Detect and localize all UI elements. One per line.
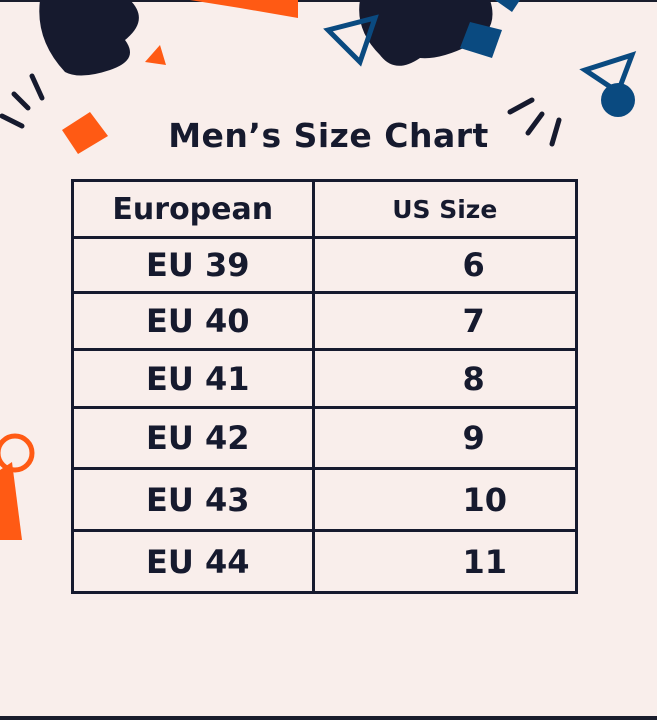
- orange-triangle-small: [145, 45, 166, 65]
- size-table: European US Size EU 39 6 EU 40 7 EU 41 8 EU…: [71, 179, 579, 594]
- us-size: 7: [311, 291, 579, 351]
- orange-shape-top: [190, 0, 298, 18]
- us-size: 9: [311, 406, 579, 470]
- eu-size: EU 40: [71, 291, 315, 351]
- blue-circle: [601, 83, 635, 117]
- left-burst-lines: [0, 73, 45, 129]
- eu-size: EU 44: [71, 529, 315, 594]
- table-row: EU 39 6: [71, 236, 579, 294]
- eu-size: EU 42: [71, 406, 315, 470]
- table-row: EU 42 9: [71, 406, 579, 470]
- blue-triangle-outline: [323, 14, 379, 67]
- us-size: 6: [311, 236, 579, 294]
- bottom-border: [0, 716, 657, 720]
- us-size: 8: [311, 348, 579, 409]
- eu-size: EU 43: [71, 467, 315, 532]
- orange-diamond: [62, 112, 108, 154]
- blue-shape-top: [495, 0, 520, 12]
- header-european: European: [71, 179, 315, 239]
- header-us-size: US Size: [311, 179, 579, 239]
- top-border: [0, 0, 657, 2]
- table-row: EU 40 7: [71, 291, 579, 351]
- page-title: Men’s Size Chart: [168, 116, 489, 155]
- table-row: EU 41 8: [71, 348, 579, 409]
- dark-blob-right: [359, 0, 493, 66]
- orange-pennant: [0, 462, 22, 540]
- orange-ring: [0, 433, 35, 473]
- us-size: 10: [311, 467, 579, 532]
- eu-size: EU 39: [71, 236, 315, 294]
- dark-blob-left: [39, 0, 139, 76]
- blue-triangle-outline-right: [579, 51, 637, 96]
- eu-size: EU 41: [71, 348, 315, 409]
- table-row: EU 43 10: [71, 467, 579, 532]
- right-burst-lines: [507, 97, 562, 147]
- table-header-row: European US Size: [71, 179, 579, 239]
- us-size: 11: [311, 529, 579, 594]
- table-row: EU 44 11: [71, 529, 579, 594]
- blue-square: [460, 22, 502, 58]
